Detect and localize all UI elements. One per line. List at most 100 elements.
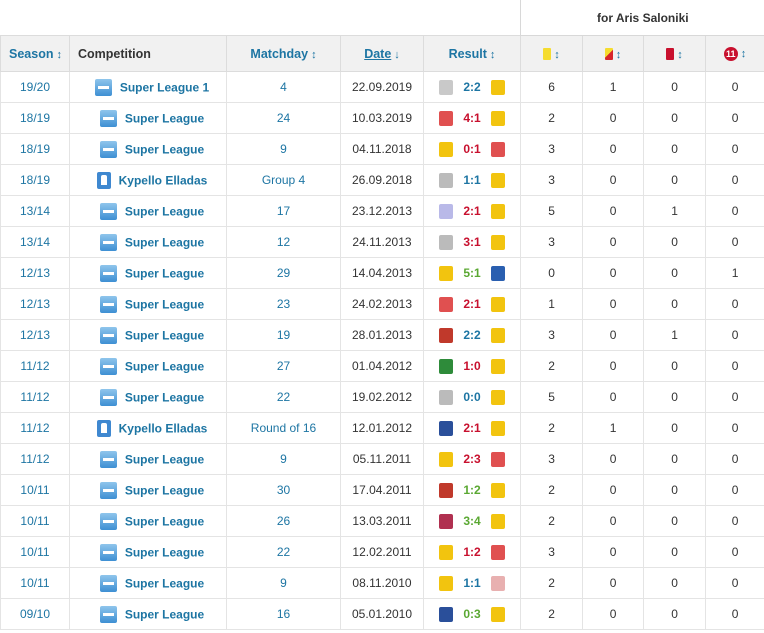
competition-cell[interactable]: Super League [69,226,227,258]
season-cell[interactable]: 18/19 [0,133,70,165]
season-cell[interactable]: 18/19 [0,164,70,196]
competition-cell[interactable]: Super League [69,257,227,289]
match-score[interactable]: 0:0 [463,390,481,405]
matchday-cell[interactable]: 22 [226,536,341,568]
home-club-crest-icon[interactable] [439,110,454,126]
match-score[interactable]: 2:3 [463,452,481,467]
home-club-crest-icon[interactable] [439,358,454,374]
away-club-crest-icon[interactable] [491,482,506,498]
season-cell[interactable]: 11/12 [0,350,70,382]
season-cell[interactable]: 12/13 [0,288,70,320]
competition-cell[interactable]: Super League [69,443,227,475]
season-cell[interactable]: 10/11 [0,474,70,506]
matchday-cell[interactable]: 9 [226,567,341,599]
matchday-cell[interactable]: 30 [226,474,341,506]
away-club-crest-icon[interactable] [491,358,506,374]
competition-name[interactable]: Super League [124,297,205,311]
season-cell[interactable]: 11/12 [0,443,70,475]
result-header[interactable]: Result ↕ [422,35,522,72]
home-club-crest-icon[interactable] [439,265,454,281]
competition-name[interactable]: Super League [124,328,205,342]
match-score[interactable]: 0:3 [463,607,481,622]
matchday-cell[interactable]: 19 [226,319,341,351]
away-club-crest-icon[interactable] [491,203,506,219]
season-cell[interactable]: 10/11 [0,567,70,599]
match-score[interactable]: 2:1 [463,297,481,312]
second-yellow-header[interactable]: ↕ [582,35,645,72]
competition-cell[interactable]: Super League [69,381,227,413]
season-cell[interactable]: 12/13 [0,319,70,351]
matchday-cell[interactable]: 16 [226,598,341,630]
competition-name[interactable]: Kypello Elladas [118,421,208,435]
competition-cell[interactable]: Super League [69,474,227,506]
match-score[interactable]: 1:0 [463,359,481,374]
date-header[interactable]: Date ↓ [340,35,424,72]
matchday-cell[interactable]: Group 4 [226,164,341,196]
away-club-crest-icon[interactable] [491,451,506,467]
matchday-cell[interactable]: 22 [226,381,341,413]
red-card-header[interactable]: ↕ [643,35,707,72]
season-cell[interactable]: 19/20 [0,71,70,103]
match-score[interactable]: 4:1 [463,111,481,126]
away-club-crest-icon[interactable] [491,79,506,95]
competition-cell[interactable]: Super League [69,319,227,351]
away-club-crest-icon[interactable] [491,110,506,126]
competition-cell[interactable]: Super League [69,288,227,320]
home-club-crest-icon[interactable] [439,141,454,157]
home-club-crest-icon[interactable] [439,513,454,529]
home-club-crest-icon[interactable] [439,606,454,622]
season-cell[interactable]: 10/11 [0,536,70,568]
competition-name[interactable]: Super League 1 [119,80,210,94]
match-score[interactable]: 1:2 [463,483,481,498]
matchday-cell[interactable]: 12 [226,226,341,258]
away-club-crest-icon[interactable] [491,141,506,157]
matchday-header[interactable]: Matchday ↕ [226,35,341,72]
competition-cell[interactable]: Kypello Elladas [69,164,227,196]
match-score[interactable]: 2:1 [463,421,481,436]
competition-name[interactable]: Super League [124,142,205,156]
away-club-crest-icon[interactable] [491,544,506,560]
season-cell[interactable]: 13/14 [0,226,70,258]
competition-name[interactable]: Super League [124,514,205,528]
matchday-cell[interactable]: 27 [226,350,341,382]
competition-cell[interactable]: Super League 1 [69,71,227,103]
match-score[interactable]: 0:1 [463,142,481,157]
competition-name[interactable]: Super League [124,266,205,280]
away-club-crest-icon[interactable] [491,234,506,250]
match-score[interactable]: 2:1 [463,204,481,219]
home-club-crest-icon[interactable] [439,203,454,219]
competition-cell[interactable]: Super League [69,350,227,382]
matchday-cell[interactable]: 4 [226,71,341,103]
season-cell[interactable]: 12/13 [0,257,70,289]
away-club-crest-icon[interactable] [491,265,506,281]
match-score[interactable]: 3:4 [463,514,481,529]
competition-name[interactable]: Super League [124,359,205,373]
season-cell[interactable]: 09/10 [0,598,70,630]
matchday-cell[interactable]: 26 [226,505,341,537]
home-club-crest-icon[interactable] [439,172,454,188]
competition-name[interactable]: Super League [124,390,205,404]
match-score[interactable]: 1:1 [463,173,481,188]
competition-name[interactable]: Super League [124,576,205,590]
away-club-crest-icon[interactable] [491,389,506,405]
match-score[interactable]: 2:2 [463,80,481,95]
matchday-cell[interactable]: 29 [226,257,341,289]
matchday-cell[interactable]: 24 [226,102,341,134]
home-club-crest-icon[interactable] [439,575,454,591]
away-club-crest-icon[interactable] [491,575,506,591]
match-score[interactable]: 1:2 [463,545,481,560]
competition-cell[interactable]: Kypello Elladas [69,412,227,444]
away-club-crest-icon[interactable] [491,327,506,343]
home-club-crest-icon[interactable] [439,389,454,405]
away-club-crest-icon[interactable] [491,513,506,529]
competition-name[interactable]: Super League [124,235,205,249]
season-cell[interactable]: 10/11 [0,505,70,537]
match-score[interactable]: 2:2 [463,328,481,343]
competition-cell[interactable]: Super League [69,133,227,165]
competition-cell[interactable]: Super League [69,536,227,568]
season-header[interactable]: Season ↕ [0,35,70,72]
competition-cell[interactable]: Super League [69,567,227,599]
competition-cell[interactable]: Super League [69,505,227,537]
season-cell[interactable]: 18/19 [0,102,70,134]
home-club-crest-icon[interactable] [439,482,454,498]
